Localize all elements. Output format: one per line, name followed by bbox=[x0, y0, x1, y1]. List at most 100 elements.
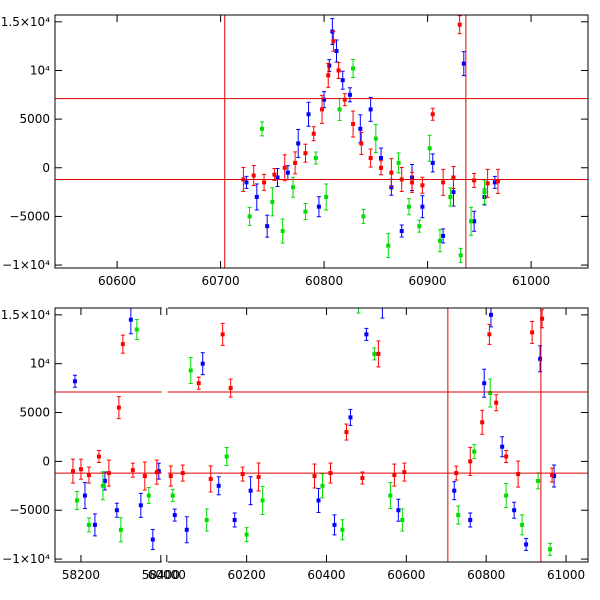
data-point bbox=[311, 131, 316, 136]
data-point bbox=[550, 473, 555, 478]
data-point bbox=[275, 175, 280, 180]
data-point bbox=[168, 474, 173, 479]
data-point bbox=[256, 475, 261, 480]
data-point bbox=[380, 303, 384, 307]
plot-frame bbox=[54, 14, 589, 269]
data-point bbox=[86, 473, 91, 478]
data-point bbox=[351, 121, 356, 126]
data-point bbox=[134, 327, 139, 332]
data-point bbox=[118, 527, 123, 532]
data-point bbox=[500, 444, 505, 449]
data-point bbox=[334, 49, 339, 54]
x-tick-label: 60600 bbox=[387, 568, 425, 582]
data-point bbox=[441, 180, 446, 185]
x-tick-label: 60200 bbox=[228, 568, 266, 582]
data-point bbox=[312, 474, 317, 479]
data-point bbox=[441, 233, 446, 238]
data-point bbox=[280, 229, 285, 234]
data-point bbox=[265, 224, 270, 229]
data-point bbox=[344, 430, 349, 435]
data-point bbox=[114, 508, 119, 513]
data-point bbox=[358, 126, 363, 131]
data-point bbox=[368, 107, 373, 112]
data-point bbox=[92, 522, 97, 527]
data-point bbox=[154, 470, 159, 475]
data-point bbox=[536, 478, 541, 483]
data-point bbox=[376, 351, 381, 356]
data-point bbox=[303, 209, 308, 214]
data-point bbox=[373, 136, 378, 141]
data-point bbox=[472, 449, 477, 454]
y-tick-label: 10⁴ bbox=[30, 63, 50, 77]
data-point bbox=[351, 66, 356, 71]
x-tick-label: 60000 bbox=[148, 568, 186, 582]
data-point bbox=[303, 151, 308, 156]
data-point bbox=[204, 517, 209, 522]
data-point bbox=[504, 493, 509, 498]
data-point bbox=[451, 175, 456, 180]
x-tick-label: 60800 bbox=[305, 274, 343, 288]
data-point bbox=[291, 185, 296, 190]
data-point bbox=[244, 180, 249, 185]
data-point bbox=[472, 178, 477, 183]
data-point bbox=[540, 316, 545, 321]
top-panel: 60600 60700 60800 60900 61000 −1×10⁴ −5000 0 500… bbox=[1, 14, 589, 288]
data-point bbox=[488, 312, 493, 317]
y-tick-label: −5000 bbox=[9, 209, 50, 223]
data-point bbox=[480, 420, 485, 425]
data-point bbox=[196, 381, 201, 386]
data-point bbox=[313, 156, 318, 161]
data-point bbox=[340, 527, 345, 532]
data-point bbox=[458, 253, 463, 258]
data-point bbox=[389, 170, 394, 175]
data-point bbox=[364, 332, 369, 337]
data-point bbox=[116, 405, 121, 410]
data-point bbox=[451, 190, 456, 195]
data-point bbox=[74, 498, 79, 503]
data-point bbox=[262, 180, 267, 185]
data-point bbox=[216, 483, 221, 488]
data-point bbox=[322, 97, 327, 102]
data-point bbox=[548, 547, 553, 552]
data-point bbox=[468, 459, 473, 464]
data-point bbox=[386, 243, 391, 248]
data-point bbox=[240, 472, 245, 477]
data-point bbox=[336, 68, 341, 73]
series-1 bbox=[247, 59, 487, 263]
data-point bbox=[251, 173, 256, 178]
x-tick-label: 60900 bbox=[408, 274, 446, 288]
data-point bbox=[128, 317, 133, 322]
data-point bbox=[340, 78, 345, 83]
data-point bbox=[184, 527, 189, 532]
data-point bbox=[254, 194, 259, 199]
y-tick-label: 0 bbox=[42, 454, 50, 468]
data-point bbox=[457, 22, 462, 27]
data-point bbox=[142, 474, 147, 479]
x-tick-label: 60600 bbox=[98, 274, 136, 288]
series-2 bbox=[70, 309, 555, 493]
data-point bbox=[232, 517, 237, 522]
data-point bbox=[326, 73, 331, 78]
data-point bbox=[356, 303, 360, 307]
data-point bbox=[220, 332, 225, 337]
data-point bbox=[410, 180, 415, 185]
data-point bbox=[188, 368, 193, 373]
data-point bbox=[504, 454, 509, 459]
y-tick-label: 5000 bbox=[19, 406, 50, 420]
series-0 bbox=[244, 18, 497, 244]
data-point bbox=[293, 160, 298, 165]
data-point bbox=[430, 112, 435, 117]
data-point bbox=[468, 517, 473, 522]
data-point bbox=[469, 219, 474, 224]
x-tick-label: 61000 bbox=[512, 274, 550, 288]
y-tick-label: −5000 bbox=[9, 503, 50, 517]
data-point bbox=[485, 181, 490, 186]
y-tick-label: 1.5×10⁴ bbox=[1, 308, 50, 322]
y-tick-label: −1×10⁴ bbox=[2, 552, 50, 566]
data-point bbox=[247, 214, 252, 219]
data-point bbox=[524, 542, 529, 547]
data-point bbox=[379, 156, 384, 161]
data-point bbox=[417, 224, 422, 229]
